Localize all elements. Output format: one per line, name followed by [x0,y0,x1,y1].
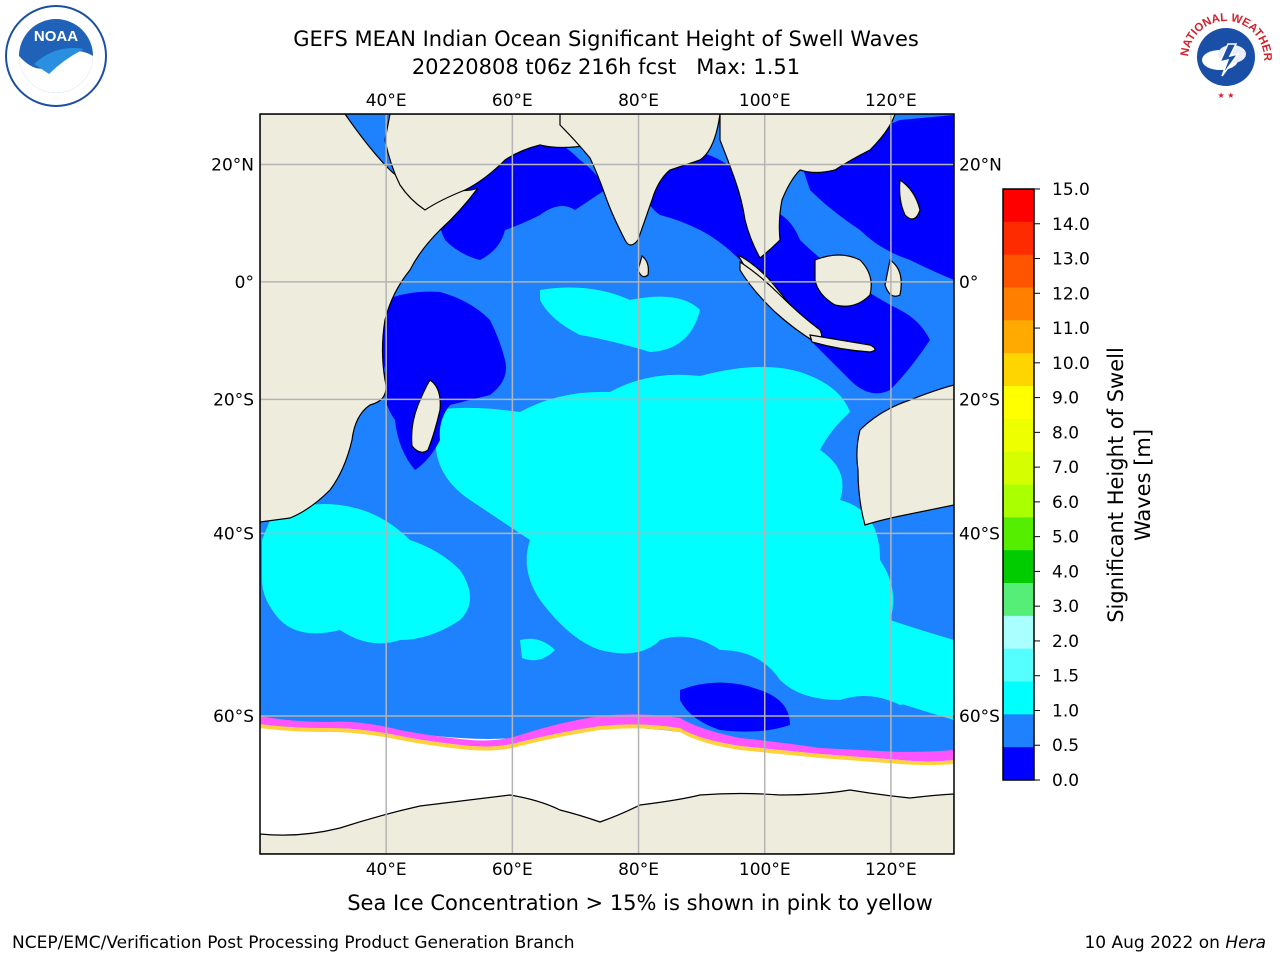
colorbar-swatch [1003,451,1034,485]
colorbar-swatch [1003,386,1034,420]
colorbar-tick-label: 13.0 [1052,250,1090,270]
footer-machine: Hera [1225,933,1266,953]
colorbar-tick-label: 3.0 [1052,597,1079,617]
land-sri-lanka [637,254,649,278]
colorbar: 15.0 14.0 13.0 12.0 11.0 10.0 9.0 8.0 7.0 6.0 5.0 4… [1002,180,1090,791]
colorbar-frame [1002,188,1035,781]
colorbar-tick-label: 12.0 [1052,284,1090,304]
chart-title: GEFS MEAN Indian Ocean Significant Heigh… [293,27,919,51]
colorbar-tick-label: 9.0 [1052,389,1079,409]
colorbar-swatch [1003,287,1034,321]
colorbar-swatch [1003,320,1034,354]
lat-tick-left: 0° [235,273,254,293]
map-frame [259,113,955,855]
land-philippines [898,178,921,220]
land-madagascar [411,379,441,453]
lon-tick-top: 120°E [865,91,917,111]
colorbar-tick-label: 1.5 [1052,667,1079,687]
lat-tick-right: 20°S [959,390,1000,410]
map-plot-area [260,114,954,854]
land-southeast-asia [719,114,896,259]
lon-tick-bottom: 80°E [618,860,659,880]
colorbar-title-line1: Significant Height of Swell [1104,347,1128,623]
lon-tick-top: 60°E [492,91,533,111]
colorbar-tick-label: 5.0 [1052,528,1079,548]
lon-tick-bottom: 60°E [492,860,533,880]
colorbar-tick-label: 0.5 [1052,736,1079,756]
colorbar-tick-label: 11.0 [1052,319,1090,339]
footer-date-text: 10 Aug 2022 on [1084,933,1226,953]
lat-tick-right: 20°N [959,155,1002,175]
colorbar-tick-label: 1.0 [1052,701,1079,721]
footer-date: 10 Aug 2022 on Hera [1084,932,1266,954]
colorbar-swatch [1003,353,1034,387]
colorbar-swatch [1003,418,1034,453]
svg-text:★ ★: ★ ★ [1218,91,1235,100]
colorbar-tick-label: 14.0 [1052,215,1090,235]
colorbar-tick-label: 0.0 [1052,771,1079,791]
lat-tick-right: 60°S [959,707,1000,727]
lon-tick-bottom: 40°E [366,860,407,880]
land-java [809,334,876,353]
lat-tick-left: 40°S [213,524,254,544]
landmass-group [260,114,954,854]
colorbar-tick-label: 2.0 [1052,632,1079,652]
land-borneo [814,254,872,307]
footer-branch: NCEP/EMC/Verification Post Processing Pr… [12,933,575,953]
lat-tick-right: 0° [959,273,978,293]
colorbar-swatch [1003,550,1034,584]
colorbar-swatch [1003,714,1034,748]
land-antarctica [260,789,954,854]
colorbar-tick-label: 10.0 [1052,354,1090,374]
colorbar-tick-label: 4.0 [1052,562,1079,582]
land-sulawesi [884,259,902,297]
lon-tick-top: 80°E [618,91,659,111]
noaa-logo-text: NOAA [34,28,78,45]
lat-tick-right: 40°S [959,524,1000,544]
noaa-logo: NOAA [5,5,107,107]
lat-tick-left: 20°N [211,155,254,175]
lat-tick-left: 20°S [213,390,254,410]
nws-logo: NATIONAL WEATHER SERVICE ★ ★ [1176,4,1273,102]
colorbar-title-line2: Waves [m] [1131,429,1155,541]
sea-ice-caption: Sea Ice Concentration > 15% is shown in … [347,891,933,915]
colorbar-tick-label: 15.0 [1052,180,1090,200]
colorbar-swatch [1003,254,1034,288]
lat-tick-left: 60°S [213,707,254,727]
sea-ice-edge [260,714,954,765]
lon-tick-top: 100°E [739,91,791,111]
colorbar-swatch [1003,221,1034,256]
map-gridlines [260,114,954,854]
lon-tick-top: 40°E [366,91,407,111]
colorbar-swatch [1003,189,1034,223]
colorbar-swatch [1003,681,1034,715]
colorbar-tick-label: 8.0 [1052,423,1079,443]
colorbar-tick-label: 6.0 [1052,493,1079,513]
map-tick-labels: 40°E 40°E 60°E 60°E 80°E 80°E 100°E 100°E 120°E 1… [211,91,1002,880]
colorbar-swatch [1003,747,1034,781]
chart-subtitle: 20220808 t06z 216h fcst Max: 1.51 [411,55,801,79]
colorbar-swatch [1003,484,1034,518]
colorbar-tick-label: 7.0 [1052,458,1079,478]
lon-tick-bottom: 100°E [739,860,791,880]
colorbar-swatch [1003,583,1034,617]
colorbar-swatch [1003,517,1034,551]
lon-tick-bottom: 120°E [865,860,917,880]
colorbar-swatch [1003,648,1034,682]
colorbar-swatch [1003,615,1034,650]
